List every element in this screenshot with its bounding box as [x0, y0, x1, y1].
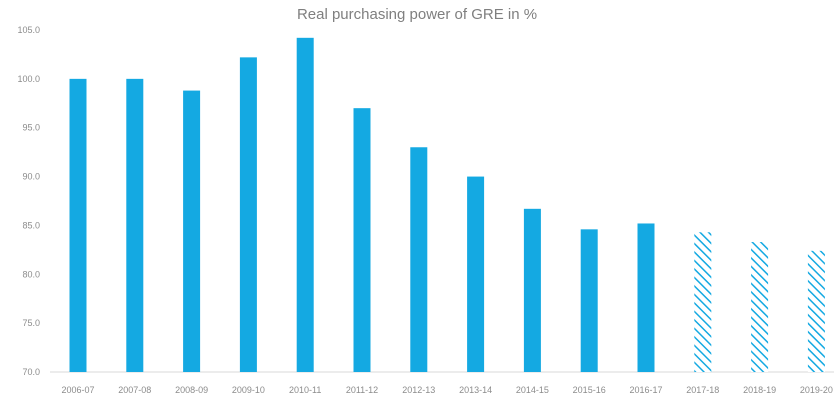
x-tick-label: 2013-14	[459, 385, 492, 395]
x-tick-label: 2008-09	[175, 385, 208, 395]
x-tick-label: 2019-20	[800, 385, 833, 395]
bar	[580, 229, 598, 372]
y-tick-label: 105.0	[17, 25, 40, 35]
bar	[637, 223, 655, 372]
y-tick-label: 75.0	[22, 318, 40, 328]
x-tick-label: 2007-08	[118, 385, 151, 395]
x-axis: 2006-07 2007-08 2008-09 2009-10 2010-11 2011-…	[61, 385, 832, 395]
x-tick-label: 2011-12	[346, 385, 378, 395]
bars	[69, 37, 825, 373]
y-tick-label: 70.0	[22, 367, 40, 377]
bar	[239, 57, 257, 373]
x-tick-label: 2015-16	[573, 385, 606, 395]
x-tick-label: 2014-15	[516, 385, 549, 395]
bar	[126, 78, 144, 372]
bar-projected	[751, 242, 769, 372]
bar	[353, 108, 371, 373]
x-tick-label: 2016-17	[629, 385, 662, 395]
y-tick-label: 90.0	[22, 172, 40, 182]
x-tick-label: 2012-13	[402, 385, 435, 395]
x-tick-label: 2010-11	[289, 385, 321, 395]
bar	[523, 208, 541, 372]
x-tick-label: 2006-07	[61, 385, 94, 395]
x-tick-label: 2009-10	[232, 385, 265, 395]
bar	[467, 176, 485, 372]
bar-projected	[694, 232, 712, 372]
y-tick-label: 80.0	[22, 269, 40, 279]
bar	[410, 147, 428, 372]
y-axis: 70.0 75.0 80.0 85.0 90.0 95.0 100.0 105.0	[17, 25, 40, 377]
y-tick-label: 95.0	[22, 123, 40, 133]
bar	[183, 90, 201, 372]
y-tick-label: 100.0	[17, 74, 40, 84]
x-tick-label: 2018-19	[743, 385, 776, 395]
y-tick-label: 85.0	[22, 220, 40, 230]
chart-title: Real purchasing power of GRE in %	[296, 6, 538, 23]
x-tick-label: 2017-18	[686, 385, 719, 395]
bar	[69, 78, 87, 372]
bar-projected	[807, 250, 825, 372]
bar	[296, 37, 314, 373]
